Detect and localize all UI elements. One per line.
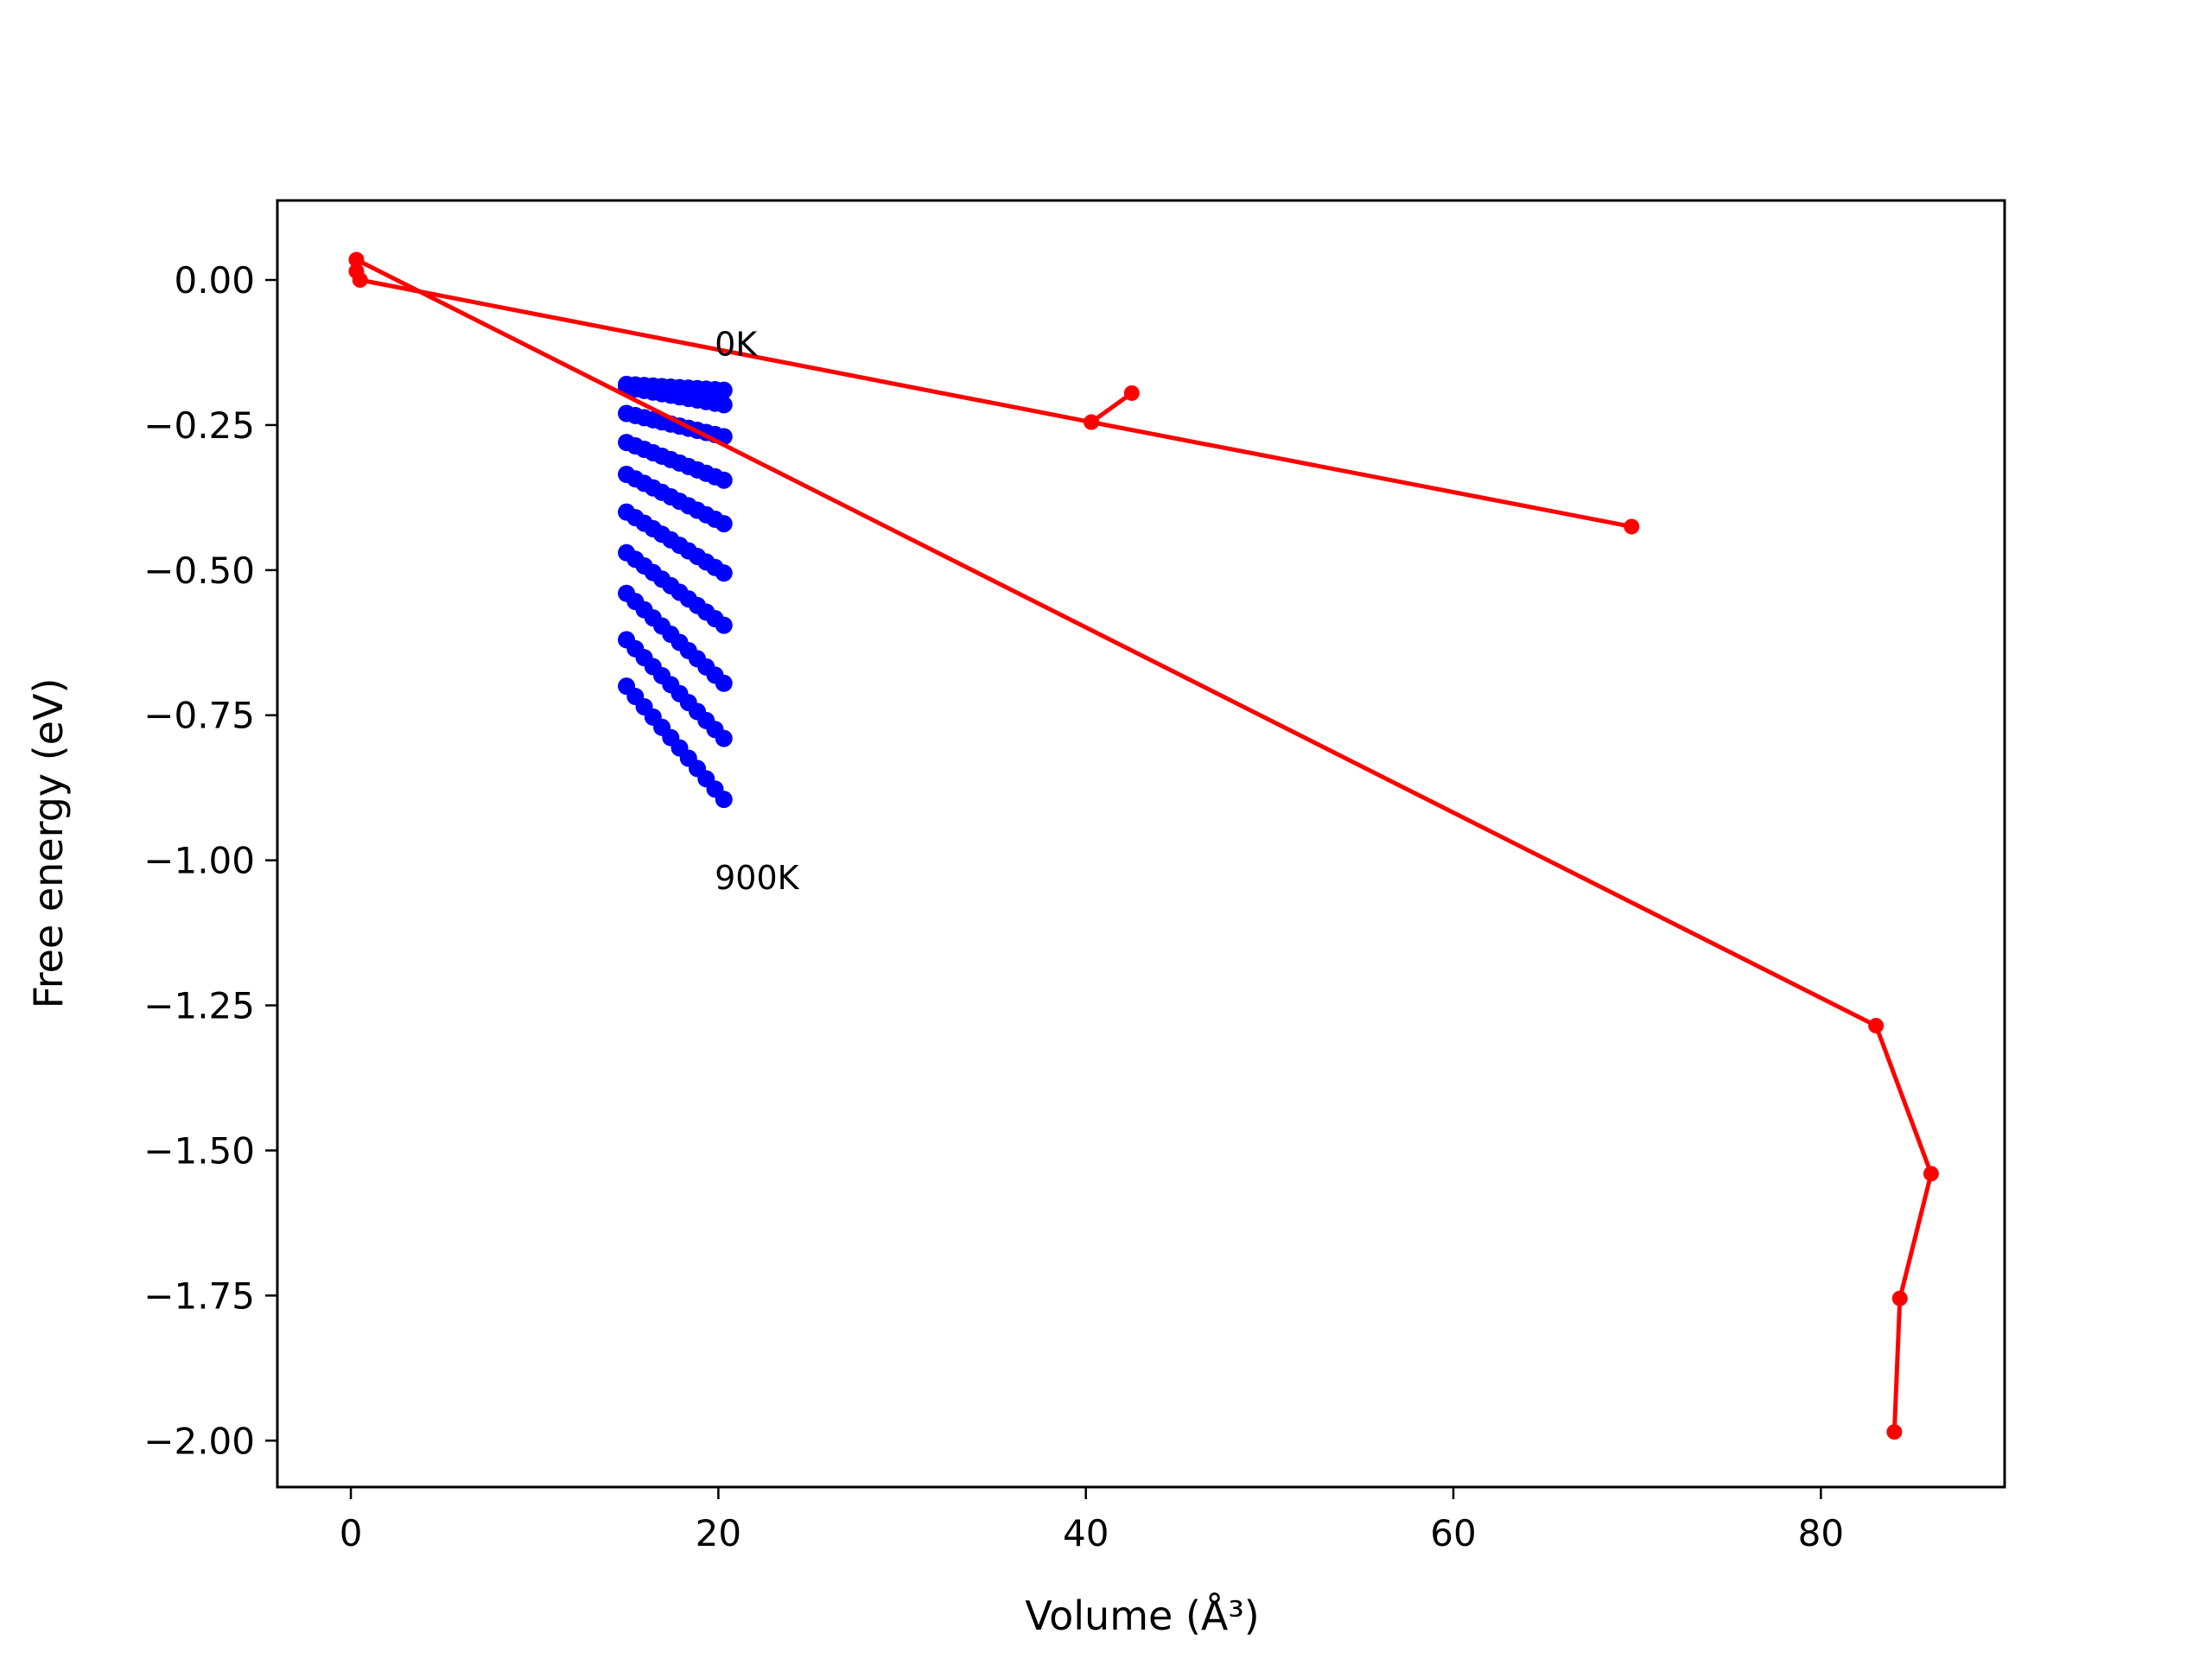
- x-tick-label: 60: [1430, 1512, 1476, 1554]
- red-data-point: [1624, 518, 1640, 535]
- x-tick-label: 0: [340, 1512, 363, 1554]
- annotation-label: 900K: [715, 859, 800, 897]
- red-data-point: [1868, 1018, 1885, 1034]
- red-data-point: [1084, 414, 1100, 430]
- y-tick-label: −0.50: [143, 550, 255, 592]
- red-data-point: [1886, 1424, 1903, 1440]
- y-tick-label: −0.25: [143, 404, 255, 447]
- x-axis-ticks: 0 20 40 60 80: [340, 1487, 1844, 1554]
- data-layer: [348, 251, 1939, 1440]
- blue-data-point: [715, 791, 733, 809]
- annotations: 0K 900K: [715, 325, 800, 897]
- x-tick-label: 40: [1063, 1512, 1109, 1554]
- blue-data-point: [715, 515, 733, 533]
- blue-data-point: [715, 674, 733, 692]
- x-tick-label: 80: [1798, 1512, 1844, 1554]
- x-axis-label: Volume (Å³): [1025, 1592, 1260, 1639]
- red-data-point: [348, 251, 365, 268]
- annotation-label: 0K: [715, 325, 758, 363]
- blue-data-point: [715, 396, 733, 414]
- x-tick-label: 20: [696, 1512, 741, 1554]
- y-tick-label: −1.00: [143, 840, 255, 882]
- y-tick-label: −2.00: [143, 1420, 255, 1462]
- y-tick-label: −1.75: [143, 1274, 255, 1317]
- red-data-point: [1923, 1166, 1939, 1182]
- blue-data-point: [715, 564, 733, 582]
- y-axis-label: Free energy (eV): [25, 678, 72, 1009]
- y-tick-label: −1.50: [143, 1129, 255, 1172]
- plot-frame: [276, 199, 2006, 1489]
- blue-data-point: [715, 471, 733, 489]
- red-data-point: [348, 263, 365, 279]
- y-tick-label: −0.75: [143, 695, 255, 737]
- y-tick-label: 0.00: [174, 259, 255, 302]
- y-axis-ticks: 0.00 −0.25 −0.50 −0.75 −1.00 −1.25 −1.50 −1.75 −…: [143, 259, 277, 1462]
- y-tick-label: −1.25: [143, 985, 255, 1027]
- blue-data-point: [715, 381, 733, 399]
- blue-data-point: [715, 616, 733, 634]
- red-data-point: [1891, 1290, 1908, 1306]
- red-data-point: [1123, 385, 1140, 401]
- blue-data-point: [715, 729, 733, 747]
